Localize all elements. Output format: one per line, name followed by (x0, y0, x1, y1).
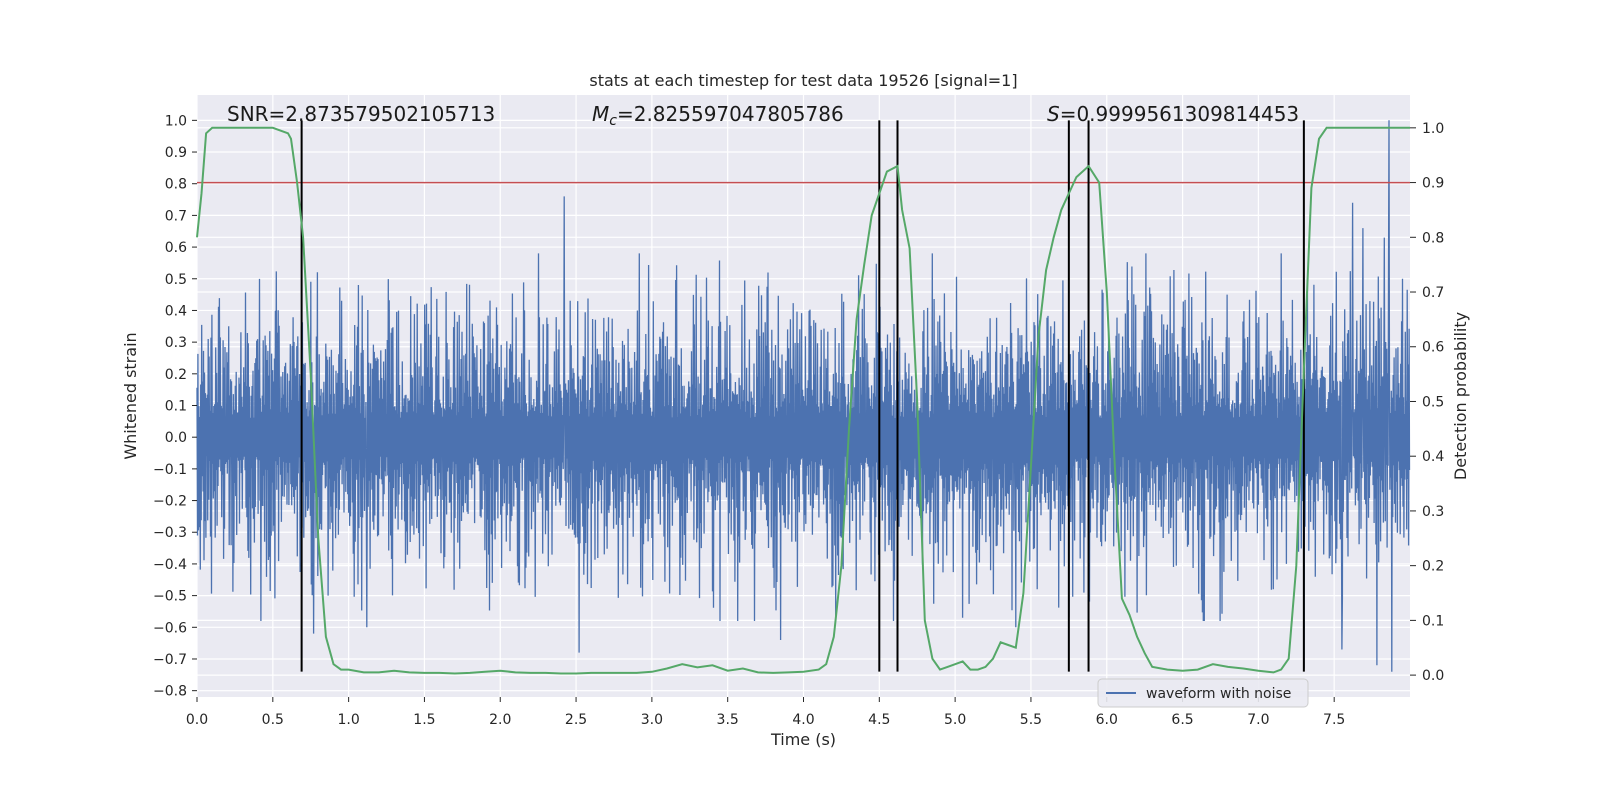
x-tick-label: 5.5 (1020, 712, 1042, 728)
x-tick-label: 4.5 (868, 712, 890, 728)
x-tick-label: 5.0 (944, 712, 966, 728)
legend: waveform with noise (1097, 678, 1309, 708)
right-tick-label: 1.0 (1422, 121, 1444, 137)
chirp-mass-subscript: c (609, 113, 617, 129)
x-tick-label: 6.0 (1096, 712, 1118, 728)
right-tick-label: 0.7 (1422, 285, 1444, 301)
right-y-axis: 1.0 0.9 0.8 0.7 0.6 0.5 0.4 0.3 0.2 0.1 0.0 (1410, 121, 1444, 684)
left-tick-label: 0.8 (165, 177, 187, 193)
left-tick-label: 0.3 (165, 335, 187, 351)
left-y-axis: 1.0 0.9 0.8 0.7 0.6 0.5 0.4 0.3 0.2 0.1 0.0 −0.1 −0.… (153, 113, 197, 700)
x-tick-label: 4.0 (792, 712, 814, 728)
left-tick-label: −0.8 (153, 684, 187, 700)
right-tick-label: 0.8 (1422, 230, 1444, 246)
right-tick-label: 0.6 (1422, 340, 1444, 356)
probability-line (196, 126, 1410, 675)
waveform-line (196, 120, 1411, 672)
right-tick-label: 0.3 (1422, 504, 1444, 520)
score-symbol: S (1047, 102, 1060, 126)
right-tick-label: 0.4 (1422, 449, 1444, 465)
legend-entry-waveform: waveform with noise (1146, 686, 1291, 702)
chirp-mass-symbol: M (592, 102, 609, 126)
x-tick-label: 0.5 (262, 712, 284, 728)
left-tick-label: 0.2 (165, 367, 187, 383)
left-tick-label: 0.6 (165, 240, 187, 256)
left-tick-label: −0.6 (153, 620, 187, 636)
left-tick-label: −0.3 (153, 525, 187, 541)
right-tick-label: 0.9 (1422, 176, 1444, 192)
left-tick-label: −0.7 (153, 652, 187, 668)
right-y-axis-label: Detection probability (1451, 312, 1470, 480)
right-tick-label: 0.2 (1422, 559, 1444, 575)
x-tick-label: 1.5 (413, 712, 435, 728)
legend-box (1097, 678, 1309, 708)
left-tick-label: 0.0 (165, 430, 187, 446)
left-y-axis-label: Whitened strain (121, 332, 140, 459)
x-tick-label: 3.0 (641, 712, 663, 728)
right-tick-label: 0.5 (1422, 394, 1444, 410)
score-value: =0.9999561309814453 (1060, 102, 1299, 126)
left-tick-label: −0.2 (153, 494, 187, 510)
snr-annotation: SNR=2.873579502105713 (227, 102, 495, 126)
x-tick-label: 2.0 (489, 712, 511, 728)
score-annotation: S=0.9999561309814453 (1047, 102, 1299, 126)
right-tick-label: 0.1 (1422, 613, 1444, 629)
left-tick-label: −0.5 (153, 589, 187, 605)
waveform-series (196, 120, 1411, 672)
left-tick-label: 0.5 (165, 272, 187, 288)
x-tick-label: 2.5 (565, 712, 587, 728)
probability-series (196, 126, 1410, 675)
left-tick-label: −0.4 (153, 557, 187, 573)
chirp-mass-value: =2.825597047805786 (617, 102, 844, 126)
left-tick-label: −0.1 (153, 462, 187, 478)
x-tick-label: 0.0 (186, 712, 208, 728)
x-tick-label: 7.0 (1247, 712, 1269, 728)
left-tick-label: 0.7 (165, 208, 187, 224)
x-tick-label: 7.5 (1323, 712, 1345, 728)
left-tick-label: 0.4 (165, 303, 187, 319)
x-tick-label: 1.0 (337, 712, 359, 728)
right-tick-label: 0.0 (1422, 668, 1444, 684)
left-tick-label: 1.0 (165, 113, 187, 129)
left-tick-label: 0.1 (165, 399, 187, 415)
x-tick-label: 6.5 (1171, 712, 1193, 728)
left-tick-label: 0.9 (165, 145, 187, 161)
chirp-mass-annotation: Mc=2.825597047805786 (592, 102, 844, 129)
chart-title: stats at each timestep for test data 195… (589, 71, 1017, 90)
x-axis-label: Time (s) (770, 730, 836, 749)
x-axis: 0.0 0.5 1.0 1.5 2.0 2.5 3.0 3.5 4.0 4.5 5.0 5.5 6.0 6… (186, 697, 1345, 728)
x-tick-label: 3.5 (717, 712, 739, 728)
vertical-markers (300, 120, 1305, 672)
